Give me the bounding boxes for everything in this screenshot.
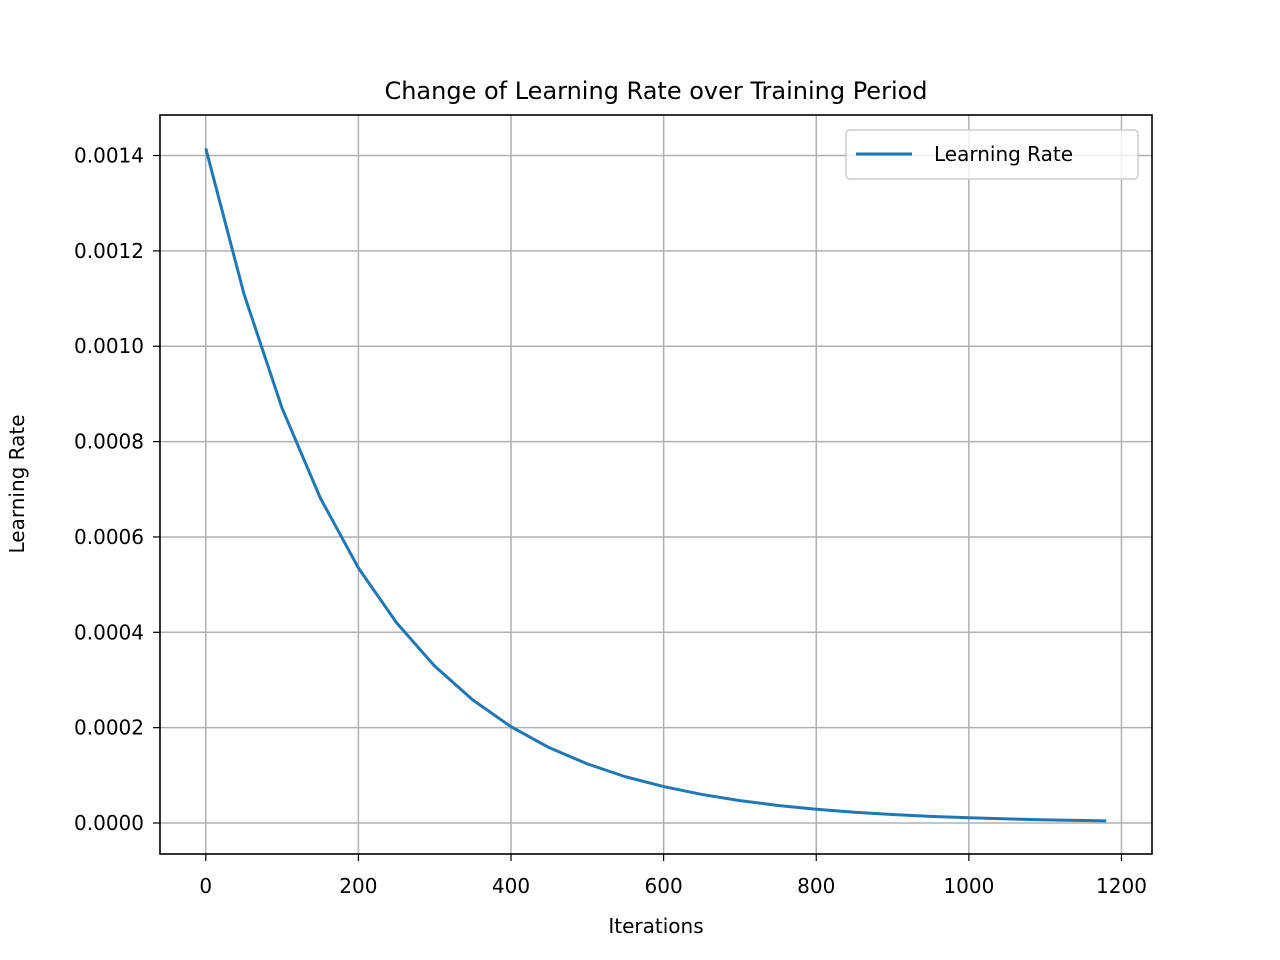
y-tick-label: 0.0008 [74, 430, 144, 454]
legend-label: Learning Rate [934, 142, 1073, 166]
y-tick-label: 0.0004 [74, 620, 144, 644]
x-axis-label: Iterations [608, 914, 703, 938]
chart-title: Change of Learning Rate over Training Pe… [384, 77, 927, 105]
y-tick-label: 0.0010 [74, 334, 144, 358]
y-tick-label: 0.0002 [74, 716, 144, 740]
x-tick-label: 400 [492, 874, 530, 898]
x-tick-label: 1200 [1096, 874, 1147, 898]
x-tick-label: 0 [199, 874, 212, 898]
y-tick-label: 0.0014 [74, 144, 144, 168]
y-axis-label: Learning Rate [5, 414, 29, 553]
y-tick-label: 0.0000 [74, 811, 144, 835]
x-tick-label: 600 [645, 874, 683, 898]
x-tick-label: 1000 [943, 874, 994, 898]
y-tick-label: 0.0006 [74, 525, 144, 549]
y-tick-label: 0.0012 [74, 239, 144, 263]
x-tick-label: 200 [339, 874, 377, 898]
x-tick-label: 800 [797, 874, 835, 898]
legend: Learning Rate [846, 130, 1138, 179]
